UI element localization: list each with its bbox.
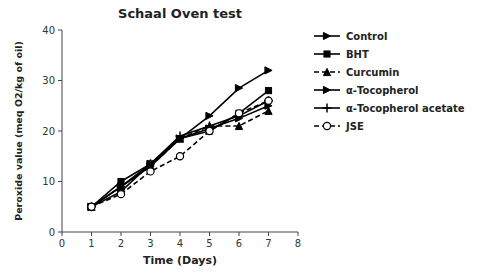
axes: 0 1 2 3 4 5 6 7 8 0 10 20 30 40	[42, 25, 301, 250]
x-tick-label: 1	[88, 238, 94, 249]
point	[235, 110, 242, 117]
series-line	[92, 91, 269, 207]
series-line	[92, 111, 269, 207]
legend-item: Curcumin	[314, 67, 399, 78]
point	[235, 84, 242, 91]
legend-marker	[324, 51, 330, 57]
x-tick	[239, 232, 240, 236]
x-tick-label: 2	[118, 238, 124, 249]
y-tick-label: 30	[42, 75, 55, 86]
x-tick	[150, 232, 151, 236]
y-tick-label: 20	[42, 126, 55, 137]
point	[206, 128, 212, 134]
point	[88, 203, 95, 210]
chart: Schaal Oven test 0 1 2 3 4 5 6 7 8 0 10 20 30 40 Time (…	[0, 0, 500, 280]
y-tick-label: 40	[42, 25, 55, 36]
y-tick-label: 0	[49, 227, 55, 238]
point	[88, 203, 95, 210]
series-line	[92, 101, 269, 207]
point	[176, 153, 183, 160]
point	[117, 182, 126, 191]
legend-label: α-Tocopherol	[346, 85, 418, 96]
x-tick-label: 6	[236, 238, 242, 249]
x-axis-label: Time (Days)	[143, 254, 217, 267]
point	[265, 88, 271, 94]
x-tick-label: 3	[147, 238, 153, 249]
point	[88, 203, 95, 210]
point	[265, 97, 272, 104]
legend-item: BHT	[314, 49, 369, 60]
plot-area	[87, 67, 273, 211]
series	[88, 107, 272, 210]
point	[235, 122, 242, 129]
x-tick-label: 5	[206, 238, 212, 249]
legend-item: JSE	[314, 121, 364, 132]
point	[88, 204, 94, 210]
legend: Control BHT Curcumin α-Tocopherol α-Tocopher…	[314, 31, 465, 132]
legend-label: α-Tocopherol acetate	[346, 103, 465, 114]
legend-item: α-Tocopherol acetate	[314, 103, 465, 114]
series	[88, 97, 272, 210]
y-tick	[58, 232, 62, 233]
point	[206, 112, 213, 119]
x-tick	[62, 232, 63, 236]
series	[88, 88, 271, 210]
point	[265, 67, 272, 74]
x-tick-label: 7	[265, 238, 271, 249]
legend-marker	[323, 86, 330, 93]
point	[146, 159, 155, 168]
point	[236, 110, 242, 116]
title: Schaal Oven test	[118, 6, 242, 21]
x-tick-label: 4	[177, 238, 183, 249]
legend-marker	[323, 122, 330, 129]
x-tick	[180, 232, 181, 236]
x-tick-label: 8	[295, 238, 301, 249]
y-tick-label: 10	[42, 176, 55, 187]
legend-item: α-Tocopherol	[314, 85, 418, 96]
x-tick	[268, 232, 269, 236]
point	[206, 127, 213, 134]
series-line	[92, 101, 269, 207]
legend-marker	[323, 104, 332, 113]
series-line	[92, 106, 269, 207]
series	[88, 67, 272, 211]
x-tick	[121, 232, 122, 236]
legend-item: Control	[314, 31, 387, 42]
legend-label: Curcumin	[346, 67, 399, 78]
x-tick	[298, 232, 299, 236]
legend-marker	[323, 32, 330, 39]
y-tick	[58, 131, 62, 132]
point	[176, 132, 185, 141]
series	[87, 96, 273, 211]
legend-label: BHT	[346, 49, 369, 60]
legend-marker	[323, 68, 330, 75]
legend-label: Control	[346, 31, 387, 42]
point	[264, 96, 273, 105]
y-tick	[58, 30, 62, 31]
y-axis-label: Peroxide value (meq O2/kg of oil)	[13, 41, 24, 221]
point	[117, 191, 124, 198]
legend-label: JSE	[345, 121, 364, 132]
point	[88, 203, 95, 210]
x-tick	[209, 232, 210, 236]
y-tick	[58, 181, 62, 182]
point	[87, 202, 96, 211]
series	[88, 102, 272, 210]
x-tick-label: 0	[59, 238, 65, 249]
x-tick	[91, 232, 92, 236]
series-line	[92, 70, 269, 206]
point	[147, 168, 154, 175]
y-tick	[58, 80, 62, 81]
